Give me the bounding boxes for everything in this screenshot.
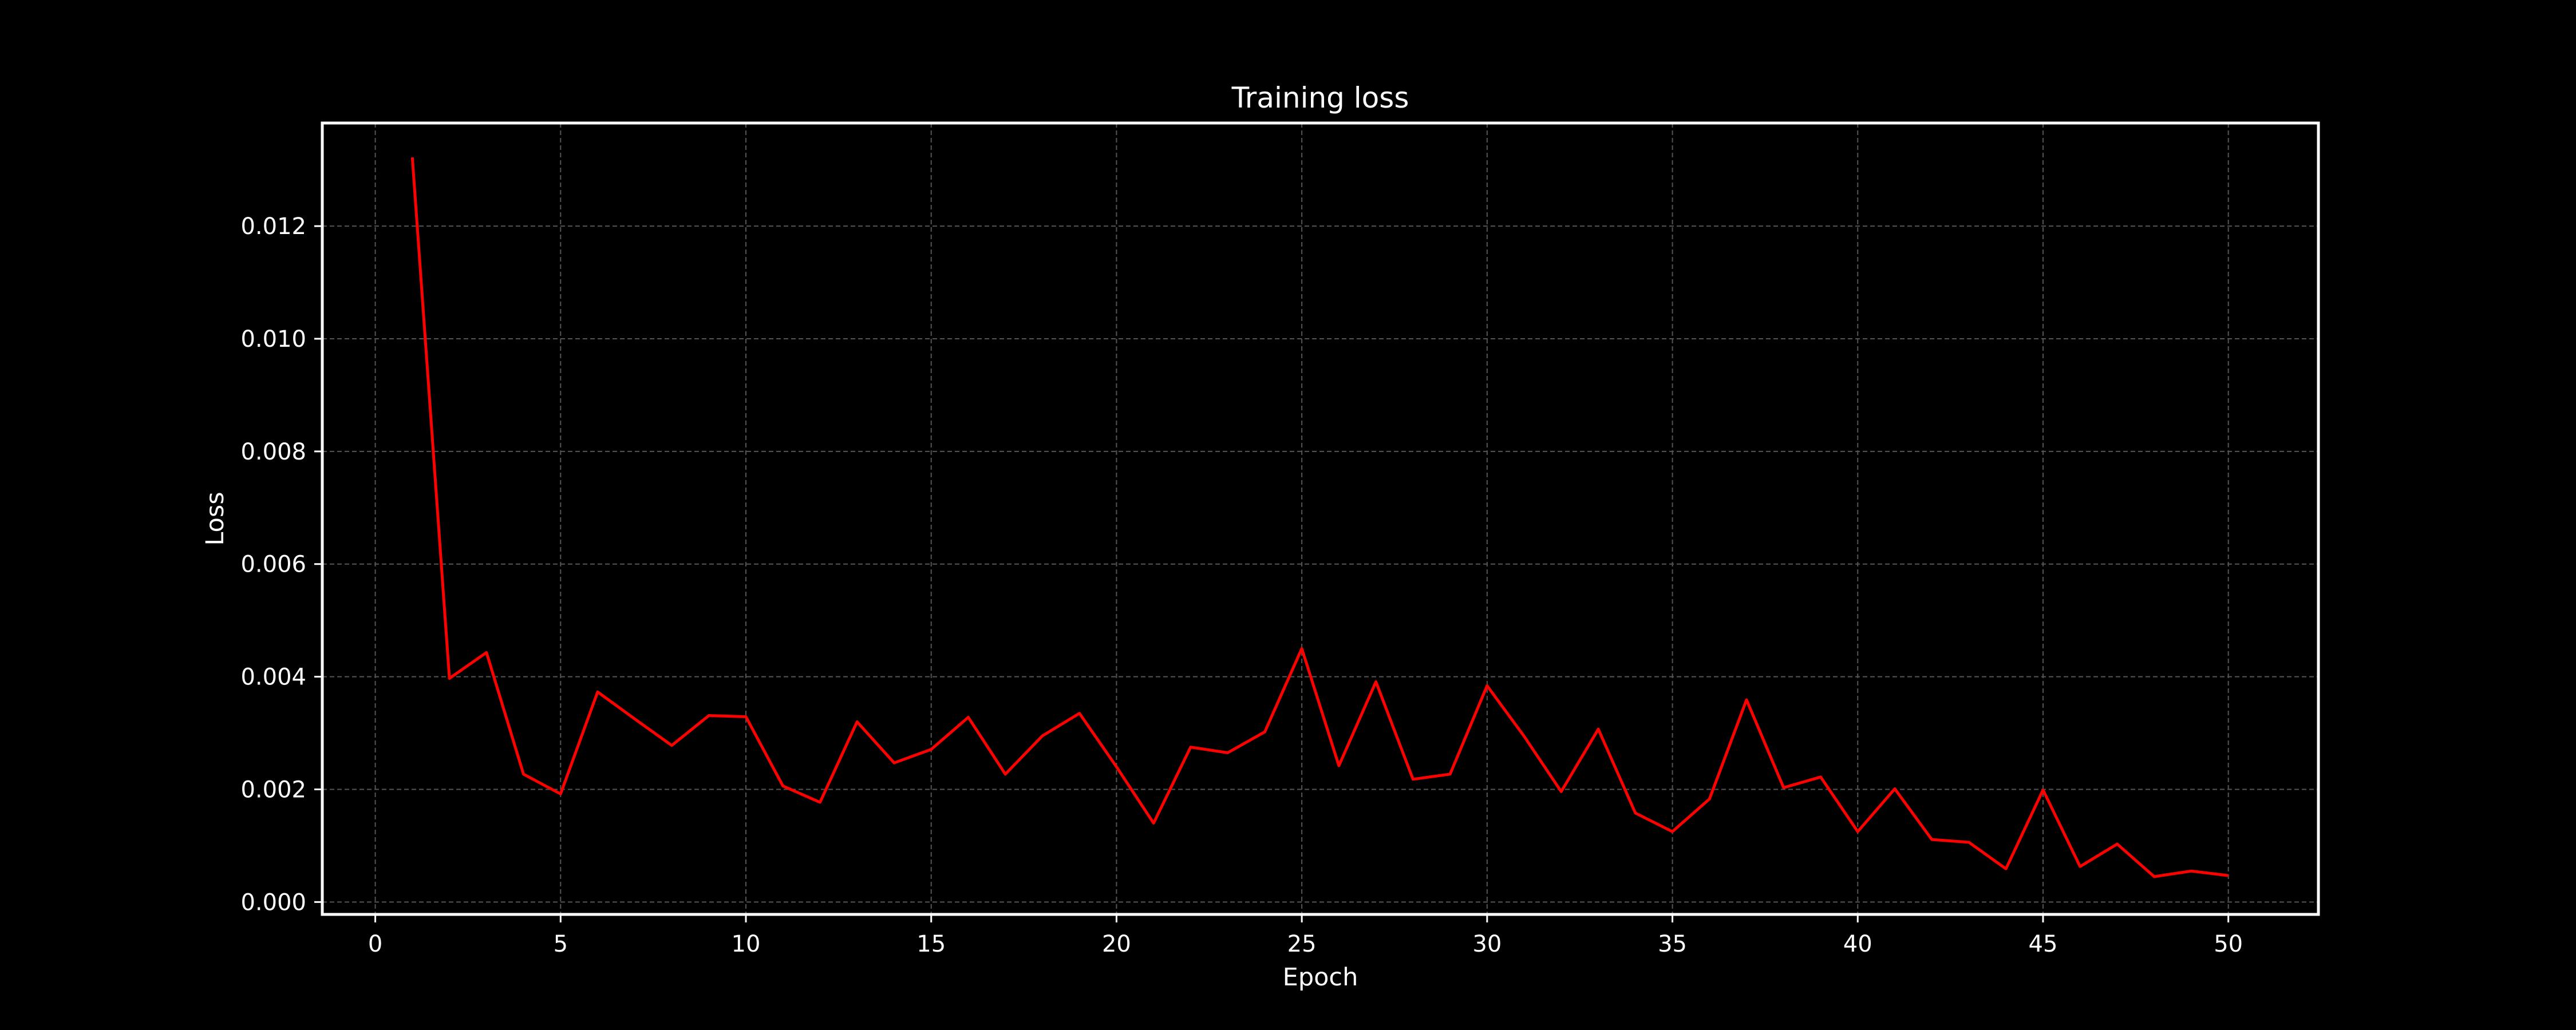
- y-tick-label: 0.006: [240, 552, 306, 578]
- plot-frame: [321, 121, 2320, 916]
- x-tick-label: 25: [1287, 931, 1317, 957]
- x-tick-label: 20: [1102, 931, 1131, 957]
- series-lines: [410, 157, 2229, 878]
- x-tick-label: 10: [732, 931, 761, 957]
- x-tick-label: 40: [1843, 931, 1872, 957]
- chart-title: Training loss: [1231, 81, 1409, 114]
- x-tick-label: 35: [1658, 931, 1687, 957]
- y-tick-label: 0.004: [240, 664, 306, 691]
- y-tick-label: 0.010: [240, 326, 306, 352]
- x-tick-label: 45: [2029, 931, 2058, 957]
- y-tick-label: 0.012: [240, 213, 306, 240]
- x-tick-label: 30: [1472, 931, 1502, 957]
- x-tick-label: 0: [368, 931, 382, 957]
- grid: [322, 123, 2318, 914]
- loss-line: [410, 157, 2229, 878]
- x-tick-label: 15: [916, 931, 946, 957]
- y-tick-label: 0.002: [240, 777, 306, 803]
- x-tick-label: 5: [554, 931, 568, 957]
- y-tick-label: 0.000: [240, 889, 306, 916]
- y-axis-label: Loss: [201, 492, 230, 545]
- y-tick-label: 0.008: [240, 439, 306, 465]
- x-tick-label: 50: [2214, 931, 2243, 957]
- ticks: 0 5 10 15 20 25 30 35 40 45 50 0.000 0.002 0.004 0.006…: [240, 213, 2243, 957]
- x-axis-label: Epoch: [1283, 963, 1358, 992]
